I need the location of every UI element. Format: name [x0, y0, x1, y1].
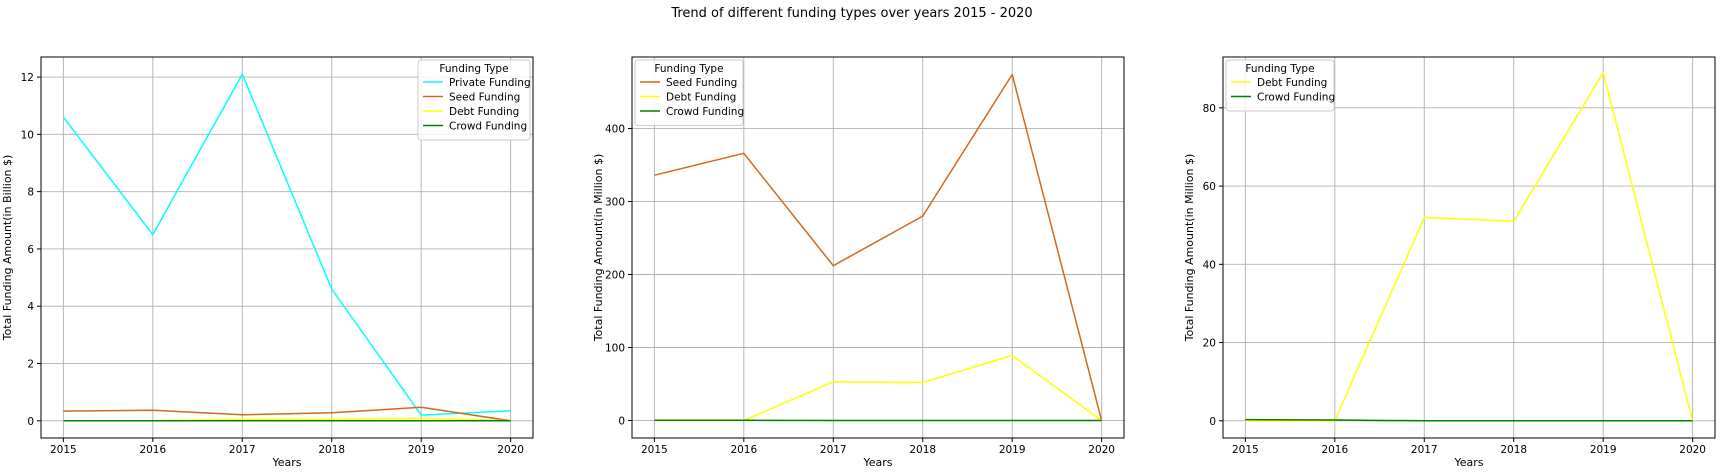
y-tick-label: 4	[27, 301, 34, 313]
figure-title: Trend of different funding types over ye…	[670, 6, 1032, 21]
x-tick-label: 2020	[497, 444, 524, 456]
series-line-crowd-funding	[1245, 418, 1693, 422]
x-tick-label: 2015	[50, 444, 77, 456]
series-line-seed-funding	[654, 73, 1103, 421]
legend-label: Debt Funding	[449, 106, 519, 118]
y-tick-label: 400	[605, 124, 625, 136]
x-axis-label: Years	[862, 456, 892, 469]
chart-panel-1: 2015 2016 2017 2018 2019 2020 0 2 4 6 8 10 12 Years To…	[1, 56, 534, 469]
legend-label: Seed Funding	[666, 77, 737, 89]
legend-label: Crowd Funding	[666, 106, 744, 118]
x-tick-label: 2019	[1590, 444, 1617, 456]
y-tick-label: 40	[1203, 259, 1216, 271]
legend-label: Debt Funding	[666, 92, 736, 104]
series-line-seed-funding	[63, 406, 511, 422]
x-tick-label: 2015	[1232, 444, 1259, 456]
chart-panel-2: 2015 2016 2017 2018 2019 2020 0 100 200 300 400 Yea…	[592, 56, 1125, 469]
y-tick-label: 60	[1203, 181, 1216, 193]
legend-box	[1225, 59, 1335, 112]
y-tick-label: 200	[605, 270, 625, 282]
x-tick-label: 2018	[1500, 444, 1527, 456]
legend-box	[417, 59, 531, 141]
y-tick-label: 12	[21, 72, 34, 84]
x-tick-label: 2015	[641, 444, 668, 456]
legend-label: Private Funding	[449, 77, 531, 89]
y-axis-label: Total Funding Amount(in Million $)	[1183, 154, 1196, 343]
legend-label: Debt Funding	[1257, 77, 1327, 89]
legend: Funding Type Private Funding Seed Funding D…	[417, 59, 531, 141]
y-tick-label: 6	[27, 244, 34, 256]
legend-label: Crowd Funding	[1257, 92, 1335, 104]
x-tick-label: 2017	[1411, 444, 1438, 456]
plot-frame	[40, 56, 534, 439]
x-axis-label: Years	[1453, 456, 1483, 469]
x-tick-label: 2016	[1321, 444, 1348, 456]
x-tick-label: 2019	[999, 444, 1026, 456]
series-line-debt-funding	[1245, 71, 1694, 422]
series-line-private-funding	[62, 73, 511, 416]
chart-panel-3: 2015 2016 2017 2018 2019 2020 0 20 40 60 80 Years To…	[1183, 56, 1716, 469]
y-tick-label: 80	[1203, 103, 1216, 115]
legend-title: Funding Type	[654, 63, 723, 75]
y-tick-label: 2	[27, 359, 34, 371]
y-tick-label: 0	[27, 416, 34, 428]
x-tick-label: 2020	[1088, 444, 1115, 456]
y-tick-label: 100	[605, 342, 625, 354]
x-tick-label: 2016	[730, 444, 757, 456]
legend-label: Seed Funding	[449, 92, 520, 104]
legend-title: Funding Type	[1245, 63, 1314, 75]
plot-frame	[1222, 56, 1716, 439]
y-tick-label: 0	[1209, 416, 1216, 428]
series-line-debt-funding	[654, 354, 1103, 422]
legend-box	[634, 59, 744, 126]
x-tick-label: 2020	[1679, 444, 1706, 456]
legend-title: Funding Type	[439, 63, 508, 75]
y-tick-label: 8	[27, 187, 34, 199]
x-tick-label: 2016	[139, 444, 166, 456]
y-tick-label: 300	[605, 197, 625, 209]
x-axis-label: Years	[271, 456, 301, 469]
legend: Funding Type Seed Funding Debt Funding Crow…	[634, 59, 744, 126]
x-tick-label: 2017	[820, 444, 847, 456]
legend-label: Crowd Funding	[449, 121, 527, 133]
plot-frame	[631, 56, 1125, 439]
x-tick-label: 2017	[229, 444, 256, 456]
y-tick-label: 20	[1203, 338, 1216, 350]
y-tick-label: 10	[21, 129, 34, 141]
x-tick-label: 2018	[909, 444, 936, 456]
y-tick-label: 0	[618, 415, 625, 427]
y-axis-label: Total Funding Amount(in Million $)	[592, 154, 605, 343]
x-tick-label: 2019	[408, 444, 435, 456]
legend: Funding Type Debt Funding Crowd Funding	[1225, 59, 1335, 112]
x-tick-label: 2018	[318, 444, 345, 456]
y-axis-label: Total Funding Amount(in Billion $)	[1, 155, 14, 342]
